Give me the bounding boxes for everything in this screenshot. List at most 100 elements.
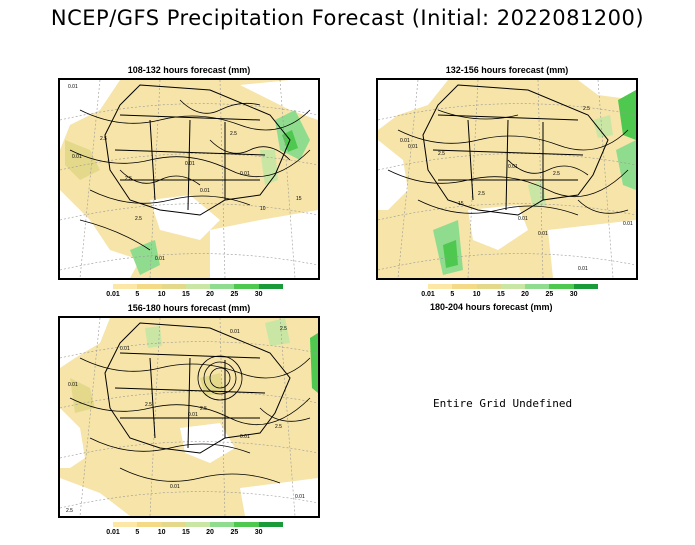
contour-label: 0.01: [508, 164, 518, 170]
legend-swatch: [234, 522, 259, 527]
legend-label: 30: [569, 291, 578, 298]
forecast-panel-108-132: 108-132 hours forecast (mm): [58, 65, 320, 298]
legend-label: 10: [157, 291, 166, 298]
contour-label: 2.5: [66, 508, 73, 514]
map-annotations: 0.01 0.01 2.5 0.01 2.5 0.01 15 0.01 2.5 …: [400, 106, 633, 272]
contour-label: 0.01: [240, 434, 250, 440]
legend-label: 20: [206, 291, 214, 298]
contour-label: 15: [296, 196, 302, 202]
color-legend: 0.01 5 10 15 20 25 30: [106, 522, 283, 544]
legend-label: 20: [206, 529, 214, 536]
legend-label: 0.01: [421, 291, 435, 298]
legend-swatch: [476, 284, 501, 289]
contour-label: 2.5: [478, 191, 485, 197]
contour-label: 0.01: [120, 346, 130, 352]
legend-swatches: [113, 522, 283, 527]
legend-label: 5: [450, 291, 455, 298]
legend-label: 10: [157, 529, 166, 536]
forecast-panel-132-156: 132-156 hours forecast (mm): [376, 65, 638, 298]
contour-label: 10: [260, 206, 266, 212]
contour-label: 0.01: [188, 412, 198, 418]
map-annotations: 0.01 0.01 0.01 2.5 2.5 0.01 0.01 2.5 10 …: [68, 84, 302, 262]
precip-map-svg: 0.01 0.01 0.01 2.5 2.5 0.01 0.01 2.5 10 …: [60, 80, 318, 278]
contour-label: 2.5: [553, 171, 560, 177]
legend-swatch: [161, 522, 186, 527]
precip-map: 0.01 0.01 0.01 2.5 2.5 0.01 0.01 2.5 10 …: [58, 78, 320, 280]
legend-swatch: [258, 522, 283, 527]
contour-label: 0.01: [408, 144, 418, 150]
forecast-panel-156-180: 156-180 hours forecast (mm): [58, 303, 320, 536]
panel-title: 132-156 hours forecast (mm): [445, 65, 569, 75]
contour-label: 0.01: [295, 494, 305, 500]
legend-swatch: [137, 284, 162, 289]
contour-label: 2.5: [275, 424, 282, 430]
contour-label: 0.01: [230, 329, 240, 335]
legend-label: 30: [254, 529, 263, 536]
legend-label: 25: [545, 291, 554, 298]
legend-swatch: [452, 284, 477, 289]
contour-label: 0.01: [72, 154, 82, 160]
undefined-grid-note: Entire Grid Undefined: [433, 397, 573, 410]
main-title: NCEP/GFS Precipitation Forecast (Initial…: [50, 6, 645, 30]
legend-swatch: [161, 284, 186, 289]
precip-map: 0.01 0.01 2.5 0.01 2.5 0.01 0.01 2.5 0.0…: [58, 316, 320, 518]
precip-map: 0.01 0.01 2.5 0.01 2.5 0.01 15 0.01 2.5 …: [376, 78, 638, 280]
legend-label: 30: [254, 291, 263, 298]
contour-label: 0.01: [68, 382, 78, 388]
legend-label: 25: [230, 291, 239, 298]
precip-map-svg: 0.01 0.01 2.5 0.01 2.5 0.01 15 0.01 2.5 …: [378, 80, 636, 278]
contour-label: 0.01: [400, 138, 410, 144]
contour-label: 0.01: [155, 256, 165, 262]
legend-label: 15: [182, 529, 190, 536]
panel-title: 108-132 hours forecast (mm): [127, 65, 251, 75]
contour-label: 15: [458, 201, 464, 207]
legend-swatch: [113, 284, 138, 289]
contour-label: 2.5: [100, 136, 107, 142]
contour-label: 2.5: [125, 176, 132, 182]
legend-swatch: [185, 284, 211, 289]
contour-label: 0.01: [578, 266, 588, 272]
legend-swatches: [428, 284, 598, 289]
map-annotations: 0.01 0.01 2.5 0.01 2.5 0.01 0.01 2.5 0.0…: [66, 326, 305, 514]
contour-label: 0.01: [170, 484, 180, 490]
contour-label: 2.5: [230, 131, 237, 137]
legend-swatch: [210, 284, 235, 289]
contour-label: 0.01: [623, 221, 633, 227]
contour-label: 2.5: [135, 216, 142, 222]
contour-label: 2.5: [438, 151, 445, 157]
legend-swatch: [210, 522, 235, 527]
contour-label: 0.01: [518, 216, 528, 222]
contour-label: 2.5: [583, 106, 590, 112]
legend-label: 5: [135, 529, 140, 536]
legend-swatch: [525, 284, 550, 289]
legend-label: 15: [182, 291, 190, 298]
legend-label: 20: [521, 291, 529, 298]
precip-map-svg: 0.01 0.01 2.5 0.01 2.5 0.01 0.01 2.5 0.0…: [60, 318, 318, 516]
contour-label: 0.01: [68, 84, 78, 90]
legend-swatch: [137, 522, 162, 527]
legend-label: 15: [497, 291, 505, 298]
color-legend: 0.01 5 10 15 20 25 30: [421, 284, 598, 306]
legend-swatches: [113, 284, 283, 289]
legend-label: 5: [135, 291, 140, 298]
legend-swatch: [185, 522, 211, 527]
panel-title-180-204: 180-204 hours forecast (mm): [430, 302, 553, 312]
legend-swatch: [428, 284, 453, 289]
legend-swatch: [113, 522, 138, 527]
legend-swatch: [500, 284, 526, 289]
panel-title: 156-180 hours forecast (mm): [127, 303, 251, 313]
legend-swatch: [258, 284, 283, 289]
legend-swatch: [549, 284, 574, 289]
legend-label: 0.01: [106, 291, 120, 298]
contour-label: 2.5: [200, 406, 207, 412]
contour-label: 0.01: [200, 188, 210, 194]
legend-swatch: [234, 284, 259, 289]
legend-swatch: [573, 284, 598, 289]
contour-label: 0.01: [538, 231, 548, 237]
contour-label: 0.01: [240, 171, 250, 177]
color-legend: 0.01 5 10 15 20 25 30: [106, 284, 283, 306]
contour-label: 2.5: [280, 326, 287, 332]
contour-label: 2.5: [145, 402, 152, 408]
legend-label: 0.01: [106, 529, 120, 536]
contour-label: 0.01: [185, 161, 195, 167]
